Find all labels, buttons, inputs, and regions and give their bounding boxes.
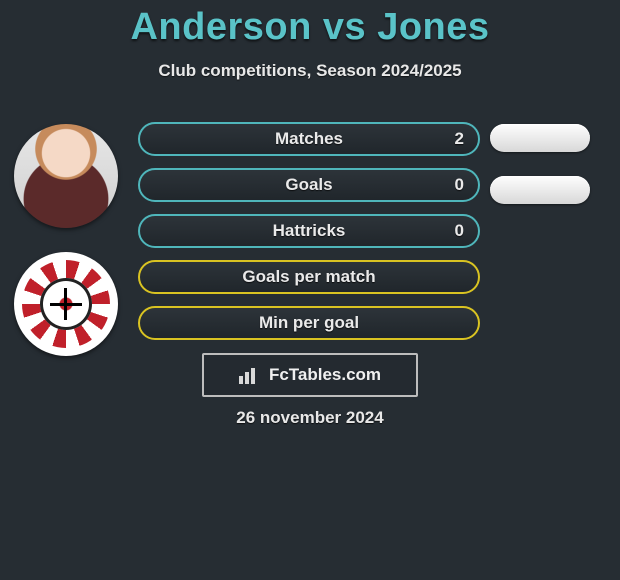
- page-title: Anderson vs Jones: [0, 0, 620, 49]
- stat-label: Matches: [140, 129, 478, 149]
- stat-row-goals: Goals 0: [138, 168, 480, 202]
- chart-icon: [239, 366, 261, 384]
- club-badge-inner: [50, 288, 82, 320]
- comparison-bubble: [490, 176, 590, 204]
- stat-value: 0: [455, 175, 464, 195]
- brand-text: FcTables.com: [269, 365, 381, 385]
- stat-label: Goals per match: [140, 267, 478, 287]
- subtitle: Club competitions, Season 2024/2025: [0, 61, 620, 81]
- stat-label: Goals: [140, 175, 478, 195]
- club-badge: [14, 252, 118, 356]
- comparison-bubble: [490, 124, 590, 152]
- player-avatar: [14, 124, 118, 228]
- snapshot-date: 26 november 2024: [0, 408, 620, 428]
- stat-label: Min per goal: [140, 313, 478, 333]
- stat-value: 0: [455, 221, 464, 241]
- stat-value: 2: [455, 129, 464, 149]
- stat-row-goals-per-match: Goals per match: [138, 260, 480, 294]
- player-column: [8, 124, 123, 356]
- stat-row-matches: Matches 2: [138, 122, 480, 156]
- stat-row-hattricks: Hattricks 0: [138, 214, 480, 248]
- stat-label: Hattricks: [140, 221, 478, 241]
- stats-panel: Matches 2 Goals 0 Hattricks 0 Goals per …: [138, 122, 612, 352]
- brand-box: FcTables.com: [202, 353, 418, 397]
- stat-row-min-per-goal: Min per goal: [138, 306, 480, 340]
